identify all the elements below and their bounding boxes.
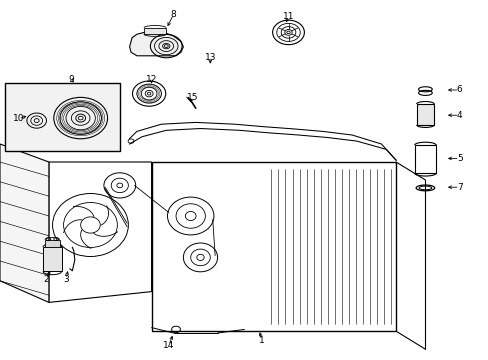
Text: 9: 9 xyxy=(68,75,74,84)
Bar xyxy=(144,28,166,34)
Bar xyxy=(5,83,120,151)
Bar xyxy=(43,247,61,271)
Text: 15: 15 xyxy=(187,93,199,102)
Text: 7: 7 xyxy=(456,183,462,192)
Text: 1: 1 xyxy=(258,336,264,345)
Bar xyxy=(151,162,395,331)
Text: 12: 12 xyxy=(145,75,157,84)
Text: 11: 11 xyxy=(282,12,294,21)
Text: 6: 6 xyxy=(456,85,462,94)
Text: 10: 10 xyxy=(13,114,24,123)
Polygon shape xyxy=(129,32,183,56)
Bar xyxy=(416,104,433,125)
Text: 13: 13 xyxy=(204,53,216,62)
Polygon shape xyxy=(49,162,151,302)
Text: 3: 3 xyxy=(63,274,69,284)
Polygon shape xyxy=(0,144,49,302)
Text: 5: 5 xyxy=(456,154,462,163)
Text: 4: 4 xyxy=(456,111,462,120)
Bar xyxy=(414,145,435,173)
Text: 14: 14 xyxy=(163,341,174,350)
Text: 8: 8 xyxy=(170,10,176,19)
Bar xyxy=(45,240,60,247)
Text: 2: 2 xyxy=(43,274,49,284)
